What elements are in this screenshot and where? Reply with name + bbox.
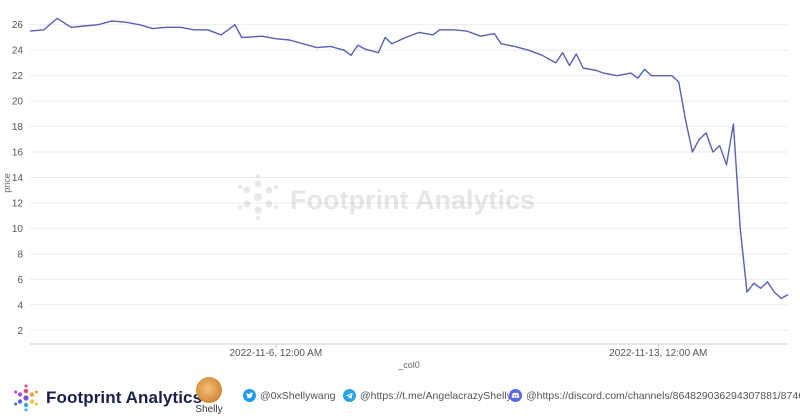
discord-link[interactable]: @https://discord.com/channels/8648290362… xyxy=(509,389,800,402)
footer: Footprint Analytics Shelly @0xShellywang… xyxy=(0,375,800,420)
y-tick-label: 26 xyxy=(12,20,24,31)
y-tick-label: 10 xyxy=(12,224,24,235)
watermark-text: Footprint Analytics xyxy=(290,185,535,215)
brand-name: Footprint Analytics xyxy=(46,388,203,407)
y-tick-label: 6 xyxy=(17,275,23,286)
telegram-icon xyxy=(343,389,356,402)
y-tick-label: 2 xyxy=(17,326,23,337)
twitter-icon xyxy=(243,389,256,402)
telegram-link[interactable]: @https://t.me/AngelacrazyShelly xyxy=(343,389,512,402)
y-tick-label: 20 xyxy=(12,97,24,108)
y-tick-label: 22 xyxy=(12,71,24,82)
grid xyxy=(30,24,788,331)
series xyxy=(29,17,789,300)
y-axis-title: price xyxy=(2,173,12,193)
y-tick-label: 12 xyxy=(12,198,24,209)
twitter-link[interactable]: @0xShellywang xyxy=(243,389,335,402)
y-tick-label: 8 xyxy=(17,249,23,260)
x-tick-label: 2022-11-13, 12:00 AM xyxy=(609,348,707,359)
x-tick-label: 2022-11-6, 12:00 AM xyxy=(230,348,323,359)
y-tick-label: 16 xyxy=(12,148,24,159)
chart-area: Footprint Analytics 2 4 6 8 10 12 14 16 18 20 22 24… xyxy=(2,17,789,370)
y-tick-label: 18 xyxy=(12,122,24,133)
price-line-chart: Footprint Analytics 24681012141618202224… xyxy=(2,17,789,370)
telegram-link-text: @https://t.me/AngelacrazyShelly xyxy=(360,389,512,402)
avatar xyxy=(196,377,222,403)
y-tick-label: 14 xyxy=(12,173,24,184)
y-tick-label: 4 xyxy=(17,300,23,311)
price-series-line xyxy=(29,17,789,300)
watermark: Footprint Analytics xyxy=(237,173,535,221)
y-tick-label: 24 xyxy=(12,46,24,57)
discord-link-text: @https://discord.com/channels/8648290362… xyxy=(526,389,800,402)
user-block[interactable]: Shelly xyxy=(194,377,224,415)
discord-icon xyxy=(509,389,522,402)
footprint-watermark-icon xyxy=(237,173,279,221)
x-axis-title: _col0 xyxy=(397,360,420,370)
twitter-handle: @0xShellywang xyxy=(260,389,336,402)
user-name: Shelly xyxy=(195,404,223,415)
brand[interactable]: Footprint Analytics xyxy=(12,384,202,412)
footprint-logo-icon xyxy=(14,384,38,412)
